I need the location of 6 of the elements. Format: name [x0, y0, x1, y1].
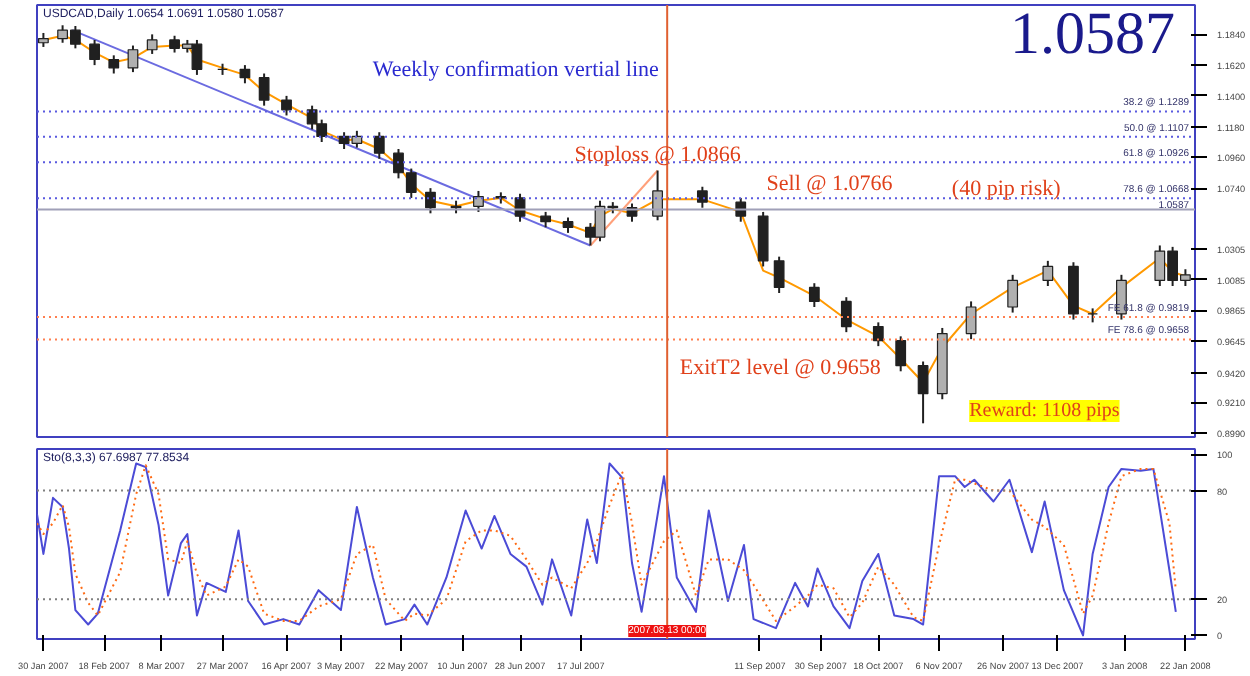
annotation: Reward: 1108 pips: [969, 400, 1120, 423]
annotation: ExitT2 level @ 0.9658: [679, 355, 882, 380]
annotation: Weekly confirmation vertial line: [372, 57, 660, 82]
annotation: (40 pip risk): [951, 176, 1062, 201]
annotation: Sell @ 1.0766: [766, 172, 894, 197]
chart-subtitle: 1.0587: [1010, 1, 1175, 67]
